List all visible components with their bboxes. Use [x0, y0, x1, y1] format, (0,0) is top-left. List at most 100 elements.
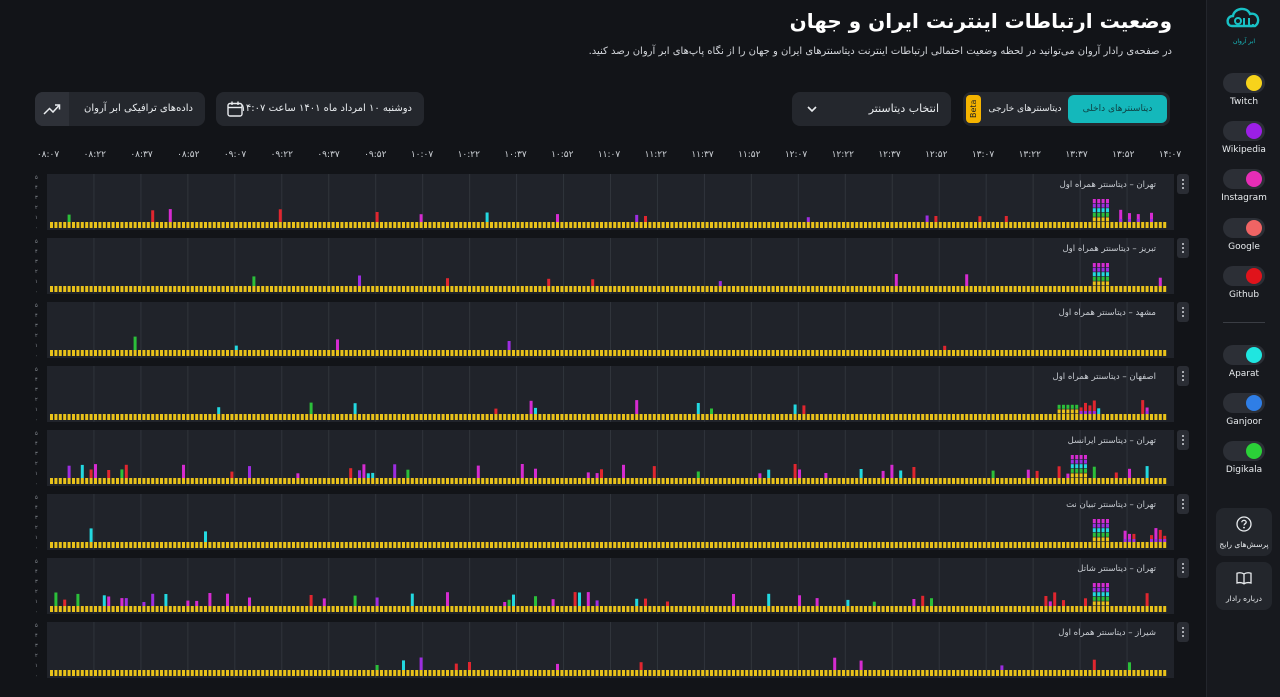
baseline-bar [142, 478, 146, 484]
more-options-icon[interactable] [1177, 494, 1189, 514]
tab-internal-datacenters[interactable]: دیتاسنترهای داخلی [1068, 95, 1167, 123]
date-picker[interactable]: دوشنبه ۱۰ امرداد ماه ۱۴۰۱ ساعت ۱۴:۰۷ [216, 92, 424, 126]
baseline-bar [740, 222, 744, 228]
toggle-switch[interactable] [1223, 441, 1265, 461]
status-chart [50, 366, 1167, 422]
baseline-bar [1158, 414, 1162, 420]
baseline-bar [564, 542, 568, 548]
service-toggle-twitch[interactable]: Twitch [1207, 73, 1280, 117]
status-plot[interactable]: تهران – دیتاسنتر همراه اول [47, 174, 1174, 230]
more-options-icon[interactable] [1177, 238, 1189, 258]
baseline-bar [846, 478, 850, 484]
baseline-bar [419, 478, 423, 484]
toggle-switch[interactable] [1223, 266, 1265, 286]
status-plot[interactable]: تبریز – دیتاسنتر همراه اول [47, 238, 1174, 294]
toggle-switch[interactable] [1223, 73, 1265, 93]
baseline-bar [921, 542, 925, 548]
status-plot[interactable]: مشهد – دیتاسنتر همراه اول [47, 302, 1174, 358]
toggle-switch[interactable] [1223, 121, 1265, 141]
service-toggle-aparat[interactable]: Aparat [1207, 345, 1280, 389]
baseline-bar [846, 606, 850, 612]
baseline-bar [943, 606, 947, 612]
service-toggle-ganjoor[interactable]: Ganjoor [1207, 393, 1280, 437]
service-toggle-digikala[interactable]: Digikala [1207, 441, 1280, 485]
baseline-bar [1040, 542, 1043, 548]
status-plot[interactable]: تهران – دیتاسنتر ایرانسل [47, 430, 1174, 486]
baseline-bar [1084, 350, 1087, 356]
outage-bar-segment [1106, 601, 1109, 606]
baseline-bar [58, 350, 62, 356]
baseline-bar [886, 286, 889, 292]
status-plot[interactable]: شیراز – دیتاسنتر همراه اول [47, 622, 1174, 678]
spike-bar [586, 472, 590, 478]
y-tick: ۰ [35, 481, 38, 487]
baseline-bar [1004, 478, 1008, 484]
baseline-bar [1092, 222, 1096, 228]
baseline-bar [520, 542, 524, 548]
baseline-bar [481, 606, 485, 612]
baseline-bar [806, 350, 810, 356]
baseline-bar [828, 606, 832, 612]
baseline-bar [437, 286, 441, 292]
sidebar-divider [1223, 322, 1265, 323]
toggle-switch[interactable] [1223, 393, 1265, 413]
outage-bar-segment [1092, 587, 1096, 592]
baseline-bar [248, 606, 251, 612]
baseline-bar [938, 478, 942, 484]
spike-bar [195, 600, 199, 606]
baseline-bar [630, 478, 634, 484]
service-toggle-google[interactable]: Google [1207, 218, 1280, 262]
baseline-bar [789, 670, 793, 676]
baseline-bar [758, 542, 762, 548]
about-radar-button[interactable]: درباره رادار [1216, 562, 1272, 610]
status-plot[interactable]: تهران – دیتاسنتر تبیان نت [47, 494, 1174, 550]
baseline-bar [226, 606, 229, 612]
baseline-bar [846, 542, 850, 548]
baseline-bar [573, 542, 577, 548]
baseline-bar [661, 286, 665, 292]
more-options-icon[interactable] [1177, 558, 1189, 578]
baseline-bar [410, 286, 414, 292]
more-options-icon[interactable] [1177, 366, 1189, 386]
outage-bar-segment [1106, 217, 1109, 222]
spike-bar [248, 466, 251, 478]
baseline-bar [305, 414, 309, 420]
baseline-bar [780, 478, 784, 484]
tab-external-datacenters[interactable]: دیتاسنترهای خارجی [988, 104, 1062, 114]
baseline-bar [604, 286, 608, 292]
baseline-bar [98, 350, 102, 356]
baseline-bar [1053, 478, 1057, 484]
baseline-bar [380, 222, 383, 228]
baseline-bar [124, 606, 128, 612]
baseline-bar [1163, 542, 1167, 548]
toggle-switch[interactable] [1223, 345, 1265, 365]
toggle-switch[interactable] [1223, 169, 1265, 189]
time-tick: ۱۰:۵۲ [551, 150, 574, 160]
service-toggle-wikipedia[interactable]: Wikipedia [1207, 121, 1280, 165]
traffic-data-button[interactable]: داده‌های ترافیکی ابر آروان [35, 92, 205, 126]
datacenter-select[interactable]: انتخاب دیتاسنتر [792, 92, 951, 126]
toggle-switch[interactable] [1223, 218, 1265, 238]
baseline-bar [657, 542, 661, 548]
baseline-bar [850, 414, 854, 420]
status-plot[interactable]: تهران – دیتاسنتر شاتل [47, 558, 1174, 614]
spike-bar [586, 592, 590, 606]
spike-bar [1154, 539, 1158, 542]
baseline-bar [837, 350, 841, 356]
baseline-bar [1150, 670, 1153, 676]
more-options-icon[interactable] [1177, 174, 1189, 194]
baseline-bar [116, 222, 119, 228]
more-options-icon[interactable] [1177, 302, 1189, 322]
status-plot[interactable]: اصفهان – دیتاسنتر همراه اول [47, 366, 1174, 422]
service-toggle-github[interactable]: Github [1207, 266, 1280, 310]
baseline-bar [362, 478, 366, 484]
more-options-icon[interactable] [1177, 622, 1189, 642]
service-toggle-instagram[interactable]: Instagram [1207, 169, 1280, 213]
baseline-bar [877, 606, 881, 612]
faq-button[interactable]: پرسش‌های رایج [1216, 508, 1272, 556]
baseline-bar [784, 350, 788, 356]
baseline-bar [349, 350, 353, 356]
more-options-icon[interactable] [1177, 430, 1189, 450]
baseline-bar [402, 222, 405, 228]
baseline-bar [732, 414, 735, 420]
